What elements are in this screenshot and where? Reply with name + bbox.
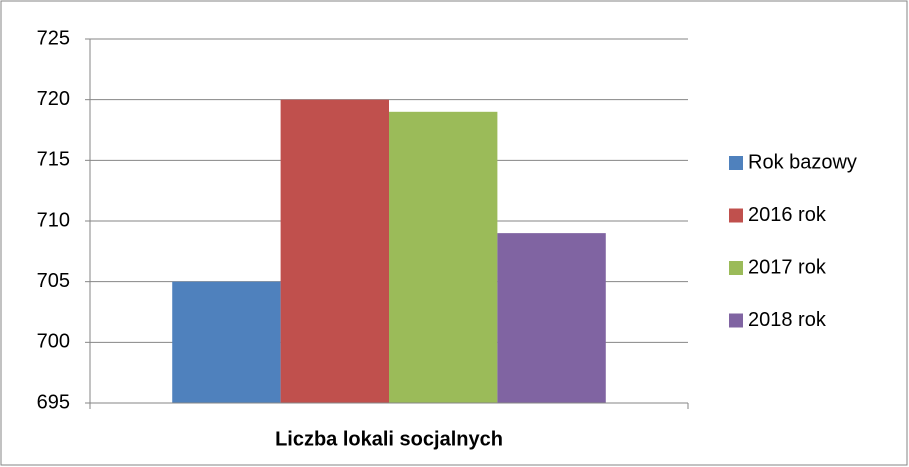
legend-label: Rok bazowy xyxy=(748,151,857,173)
legend-label: 2018 rok xyxy=(748,309,827,331)
y-tick-label: 715 xyxy=(37,149,70,171)
bar xyxy=(172,281,281,403)
y-tick-label: 695 xyxy=(37,391,70,413)
y-tick-label: 710 xyxy=(37,209,70,231)
legend-swatch xyxy=(729,208,743,223)
bar xyxy=(497,233,606,403)
legend-label: 2016 rok xyxy=(748,204,827,226)
legend-label: 2017 rok xyxy=(748,256,827,278)
bar xyxy=(389,111,498,404)
legend-swatch xyxy=(729,261,743,275)
legend-swatch xyxy=(729,313,743,328)
x-tick-label: Liczba lokali socjalnych xyxy=(275,428,503,450)
y-tick-label: 700 xyxy=(37,331,70,353)
legend-swatch xyxy=(729,156,743,170)
bar xyxy=(280,99,389,404)
y-tick-label: 725 xyxy=(37,27,70,49)
y-tick-label: 705 xyxy=(37,270,70,292)
y-tick-label: 720 xyxy=(37,88,70,110)
